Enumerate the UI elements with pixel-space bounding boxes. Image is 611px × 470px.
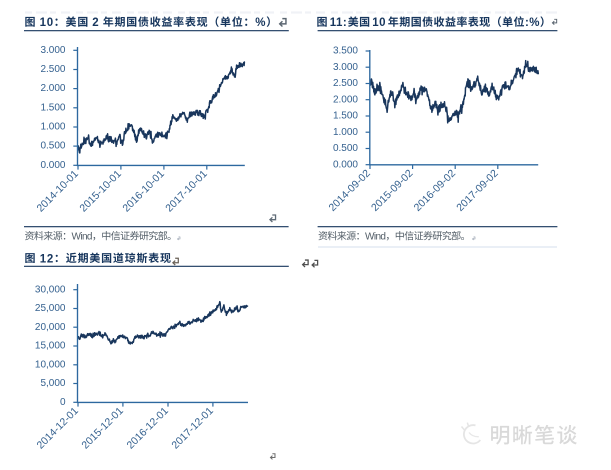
svg-text:1.000: 1.000 <box>40 122 65 133</box>
svg-text:5,000: 5,000 <box>40 378 65 389</box>
svg-text:0.500: 0.500 <box>333 143 358 154</box>
svg-text:3.500: 3.500 <box>333 46 358 57</box>
svg-text:3.000: 3.000 <box>333 62 358 73</box>
svg-text:0.500: 0.500 <box>40 141 65 152</box>
svg-text:2.500: 2.500 <box>40 64 65 75</box>
svg-text:1.000: 1.000 <box>333 127 358 138</box>
svg-text:0: 0 <box>60 397 66 408</box>
svg-text:0.000: 0.000 <box>40 160 65 171</box>
svg-text::%: :% <box>525 17 540 29</box>
svg-text:Wind: Wind <box>365 231 385 242</box>
svg-text:11:: 11: <box>330 17 347 29</box>
svg-text:10: 10 <box>372 17 386 29</box>
svg-text:10,000: 10,000 <box>35 359 66 370</box>
svg-text:2: 2 <box>92 17 99 29</box>
svg-text:%: % <box>255 17 266 29</box>
svg-text:Wind: Wind <box>72 231 92 242</box>
svg-text:25,000: 25,000 <box>35 303 66 314</box>
svg-text:2.500: 2.500 <box>333 78 358 89</box>
svg-text:15,000: 15,000 <box>35 341 66 352</box>
svg-text:1.500: 1.500 <box>40 102 65 113</box>
svg-text:2.000: 2.000 <box>333 94 358 105</box>
svg-text:3.000: 3.000 <box>40 45 65 56</box>
svg-text:30,000: 30,000 <box>35 284 66 295</box>
svg-text:2.000: 2.000 <box>40 83 65 94</box>
svg-text:10: 10 <box>40 17 54 29</box>
svg-text:12: 12 <box>40 253 54 265</box>
svg-text:0.000: 0.000 <box>333 159 358 170</box>
svg-text:1.500: 1.500 <box>333 111 358 122</box>
svg-text:20,000: 20,000 <box>35 322 66 333</box>
